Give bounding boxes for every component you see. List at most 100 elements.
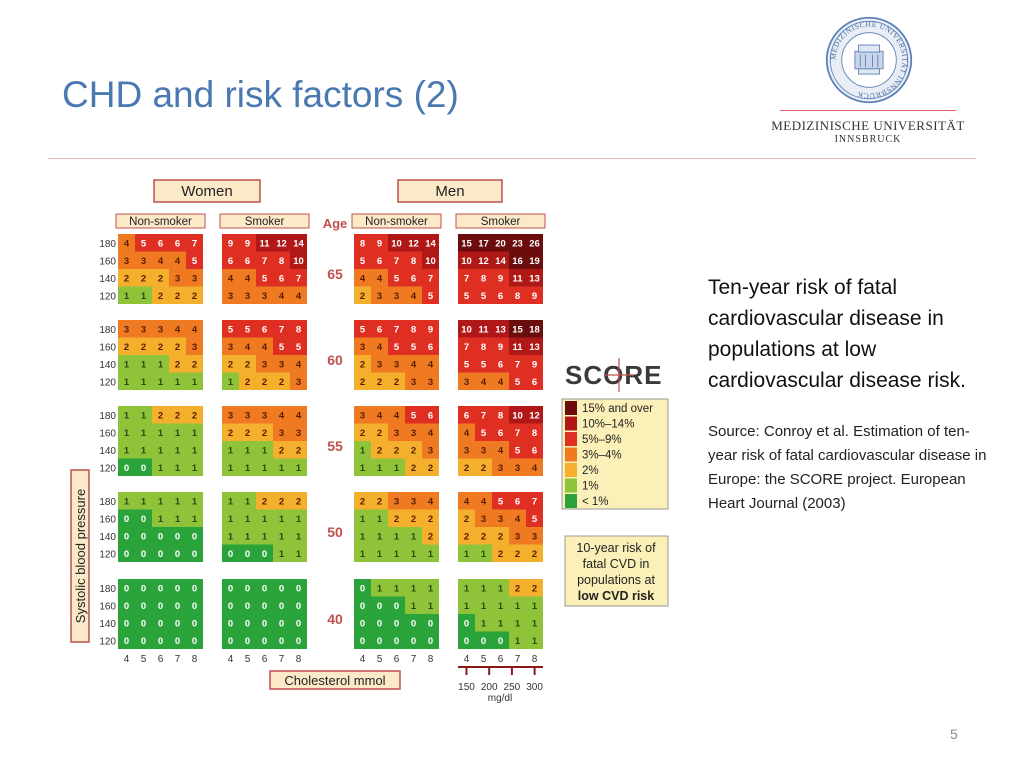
risk-cell xyxy=(422,406,439,424)
risk-value: 1 xyxy=(377,514,383,525)
risk-value: 4 xyxy=(279,411,285,422)
risk-value: 1 xyxy=(296,463,302,474)
risk-value: 5 xyxy=(532,514,538,525)
risk-value: 2 xyxy=(192,360,197,371)
risk-cell xyxy=(388,527,405,545)
risk-value: 0 xyxy=(262,636,267,647)
risk-cell xyxy=(509,596,526,614)
risk-value: 0 xyxy=(360,636,365,647)
risk-value: 1 xyxy=(394,463,400,474)
risk-value: 10 xyxy=(293,256,304,267)
risk-cell xyxy=(492,631,509,649)
risk-cell xyxy=(290,251,307,269)
risk-cell xyxy=(388,614,405,632)
risk-cell xyxy=(526,579,543,597)
risk-value: 3 xyxy=(464,446,469,457)
risk-cell xyxy=(354,337,371,355)
risk-value: 1 xyxy=(141,377,147,388)
legend-label: 5%–9% xyxy=(582,434,622,446)
sbp-label: 140 xyxy=(99,446,116,457)
risk-value: 1 xyxy=(515,619,521,630)
risk-cell xyxy=(422,441,439,459)
risk-cell xyxy=(222,614,239,632)
slide-title: CHD and risk factors (2) xyxy=(62,74,459,115)
risk-value: 4 xyxy=(532,463,538,474)
risk-value: 1 xyxy=(192,377,198,388)
risk-value: 1 xyxy=(481,601,487,612)
risk-cell xyxy=(222,596,239,614)
risk-value: 17 xyxy=(478,239,489,250)
risk-value: 5 xyxy=(245,325,251,336)
risk-value: 4 xyxy=(158,256,164,267)
risk-cell xyxy=(526,234,543,252)
risk-value: 6 xyxy=(377,256,382,267)
risk-value: 1 xyxy=(296,532,302,543)
risk-value: 0 xyxy=(124,636,129,647)
risk-cell xyxy=(354,631,371,649)
risk-value: 0 xyxy=(279,601,284,612)
age-label: 40 xyxy=(327,611,343,627)
cholesterol-label: 4 xyxy=(124,654,130,665)
risk-value: 3 xyxy=(262,360,267,371)
risk-value: 5 xyxy=(411,342,417,353)
legend-swatch xyxy=(565,463,577,477)
risk-value: 3 xyxy=(245,411,250,422)
risk-value: 8 xyxy=(296,325,301,336)
risk-value: 1 xyxy=(245,532,251,543)
risk-value: 3 xyxy=(394,360,399,371)
risk-value: 6 xyxy=(428,342,433,353)
risk-cell xyxy=(422,492,439,510)
risk-cell xyxy=(354,492,371,510)
risk-value: 1 xyxy=(192,514,198,525)
risk-value: 2 xyxy=(360,360,365,371)
risk-value: 2 xyxy=(262,497,267,508)
risk-cell xyxy=(509,441,526,459)
risk-value: 3 xyxy=(124,325,129,336)
risk-cell xyxy=(152,509,169,527)
risk-value: 3 xyxy=(360,411,365,422)
risk-value: 3 xyxy=(158,325,163,336)
smoking-header-label: Non-smoker xyxy=(129,216,192,228)
risk-cell xyxy=(458,527,475,545)
risk-cell xyxy=(222,320,239,338)
risk-cell xyxy=(492,527,509,545)
risk-value: 26 xyxy=(529,239,540,250)
risk-cell xyxy=(458,286,475,304)
score-risk-chart: Women Men Non-smoker Smoker Non-smoker Smoker… xyxy=(70,179,669,704)
risk-cell xyxy=(186,372,203,390)
risk-cell xyxy=(405,458,422,476)
risk-value: 9 xyxy=(498,274,503,285)
risk-cell xyxy=(118,320,135,338)
risk-value: 4 xyxy=(279,291,285,302)
risk-value: 1 xyxy=(262,446,268,457)
cholesterol-label: 7 xyxy=(515,654,521,665)
risk-value: 1 xyxy=(158,377,164,388)
risk-value: 1 xyxy=(411,532,417,543)
risk-value: 0 xyxy=(141,463,146,474)
risk-cell xyxy=(388,458,405,476)
risk-value: 0 xyxy=(192,601,197,612)
risk-cell xyxy=(422,355,439,373)
risk-cell xyxy=(405,544,422,562)
risk-cell xyxy=(290,441,307,459)
risk-value: 0 xyxy=(360,619,365,630)
risk-value: 2 xyxy=(262,377,267,388)
risk-cell xyxy=(273,631,290,649)
risk-cell xyxy=(492,269,509,287)
risk-value: 10 xyxy=(391,239,402,250)
risk-value: 4 xyxy=(377,274,383,285)
risk-value: 2 xyxy=(428,463,433,474)
risk-cell xyxy=(169,234,186,252)
risk-value: 1 xyxy=(279,514,285,525)
risk-cell xyxy=(118,372,135,390)
risk-cell xyxy=(509,320,526,338)
risk-cell xyxy=(290,614,307,632)
risk-cell xyxy=(152,320,169,338)
risk-cell xyxy=(152,631,169,649)
risk-value: 5 xyxy=(515,377,521,388)
risk-value: 4 xyxy=(175,325,181,336)
risk-cell xyxy=(222,286,239,304)
risk-cell xyxy=(290,458,307,476)
risk-value: 0 xyxy=(124,463,129,474)
risk-cell xyxy=(526,458,543,476)
